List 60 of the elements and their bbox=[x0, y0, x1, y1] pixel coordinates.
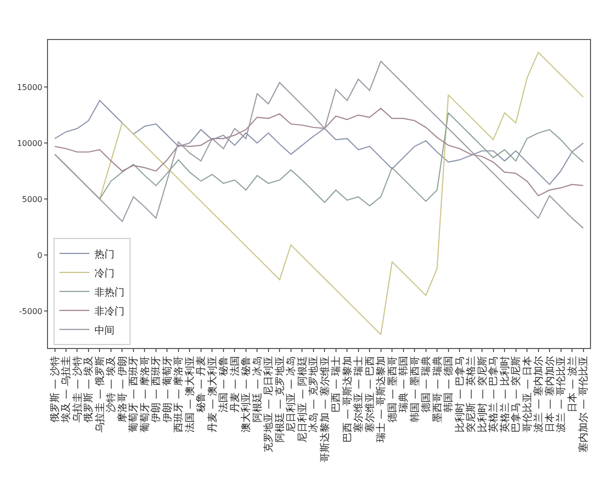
x-tick-label: 法国 — 秘鲁 bbox=[218, 356, 230, 412]
x-tick-label: 克罗地亚 — 尼日利亚 bbox=[262, 356, 275, 452]
x-tick-label: 葡萄牙 — 摩洛哥 bbox=[138, 356, 151, 432]
x-tick-label: 瑞士 — 哥斯达黎加 bbox=[375, 356, 388, 442]
x-tick-label: 阿根廷 — 冰岛 bbox=[251, 356, 264, 422]
x-tick-label: 德国 — 墨西哥 bbox=[387, 356, 398, 422]
x-tick-label: 比利时 — 突尼斯 bbox=[476, 356, 488, 432]
legend-label: 非冷门 bbox=[94, 305, 124, 318]
x-tick-label: 乌拉圭 — 俄罗斯 bbox=[94, 356, 106, 432]
x-tick-label: 伊朗 — 西班牙 bbox=[150, 356, 162, 422]
x-tick-label: 塞尔维亚 — 瑞士 bbox=[352, 356, 365, 432]
x-tick-label: 冰岛 — 克罗地亚 bbox=[308, 356, 320, 432]
x-tick-label: 沙特 — 埃及 bbox=[105, 356, 118, 412]
x-tick-label: 澳大利亚 — 秘鲁 bbox=[240, 356, 252, 432]
y-tick-label: 10000 bbox=[16, 138, 42, 148]
x-tick-label: 尼日利亚 — 冰岛 bbox=[285, 356, 298, 432]
x-tick-label: 日本 — 波兰 bbox=[566, 356, 578, 412]
x-tick-label: 伊朗 — 葡萄牙 bbox=[161, 356, 174, 422]
line-series bbox=[54, 60, 584, 229]
x-tick-label: 葡萄牙 — 西班牙 bbox=[128, 356, 140, 432]
x-tick-label: 巴拿马 — 突尼斯 bbox=[510, 356, 522, 432]
line-series bbox=[54, 100, 584, 186]
x-tick-label: 韩国 — 墨西哥 bbox=[408, 356, 421, 422]
legend-label: 中间 bbox=[94, 324, 114, 336]
y-tick-label: 0 bbox=[37, 250, 42, 260]
x-tick-label: 韩国 — 德国 bbox=[442, 356, 455, 412]
x-tick-label: 秘鲁 — 丹麦 bbox=[195, 356, 208, 412]
x-tick-label: 摩洛哥 — 伊朗 bbox=[116, 356, 128, 422]
x-tick-label: 波兰 — 哥伦比亚 bbox=[555, 356, 568, 432]
x-tick-label: 塞内加尔 — 哥伦比亚 bbox=[578, 356, 590, 452]
x-tick-label: 日本 — 塞内加尔 bbox=[544, 356, 556, 432]
x-tick-label: 埃及 — 乌拉圭 bbox=[60, 356, 72, 424]
x-tick-label: 尼日利亚 — 阿根廷 bbox=[296, 356, 308, 442]
y-tick-label: -5000 bbox=[19, 306, 42, 316]
y-tick-label: 5000 bbox=[22, 194, 42, 204]
x-tick-label: 俄罗斯 — 沙特 bbox=[49, 356, 61, 422]
x-tick-label: 阿根廷 — 克罗地亚 bbox=[274, 356, 286, 442]
x-tick-label: 墨西哥 — 瑞典 bbox=[431, 356, 444, 422]
y-tick-label: 15000 bbox=[16, 82, 42, 92]
x-tick-label: 突尼斯 — 英格兰 bbox=[465, 356, 478, 432]
x-tick-label: 丹麦 — 法国 bbox=[228, 356, 241, 412]
x-tick-label: 哥伦比亚 — 日本 bbox=[521, 356, 534, 432]
legend-label: 非热门 bbox=[94, 286, 124, 298]
x-tick-label: 比利时 — 巴拿马 bbox=[454, 356, 466, 432]
x-tick-label: 丹麦 — 澳大利亚 bbox=[206, 356, 218, 432]
x-tick-label: 巴西 — 瑞士 bbox=[330, 356, 342, 412]
x-tick-label: 俄罗斯 — 埃及 bbox=[82, 356, 95, 422]
x-tick-label: 巴西 — 哥斯达黎加 bbox=[341, 356, 354, 442]
x-tick-label: 德国 — 瑞典 bbox=[420, 356, 432, 412]
x-tick-label: 英格兰 — 比利时 bbox=[498, 356, 511, 432]
legend-label: 热门 bbox=[94, 248, 114, 260]
x-tick-label: 法国 — 澳大利亚 bbox=[184, 356, 196, 432]
x-tick-label: 塞尔维亚 — 巴西 bbox=[364, 356, 376, 432]
x-tick-label: 哥斯达黎加 — 塞尔维亚 bbox=[318, 356, 331, 462]
legend-label: 冷门 bbox=[94, 267, 114, 280]
x-tick-label: 瑞典 — 韩国 bbox=[398, 356, 410, 412]
x-tick-label: 波兰 — 塞内加尔 bbox=[532, 356, 545, 432]
x-tick-label: 西班牙 — 摩洛哥 bbox=[172, 356, 185, 432]
x-tick-label: 乌拉圭 — 沙特 bbox=[71, 356, 84, 422]
x-tick-label: 英格兰 — 巴拿马 bbox=[488, 356, 500, 432]
